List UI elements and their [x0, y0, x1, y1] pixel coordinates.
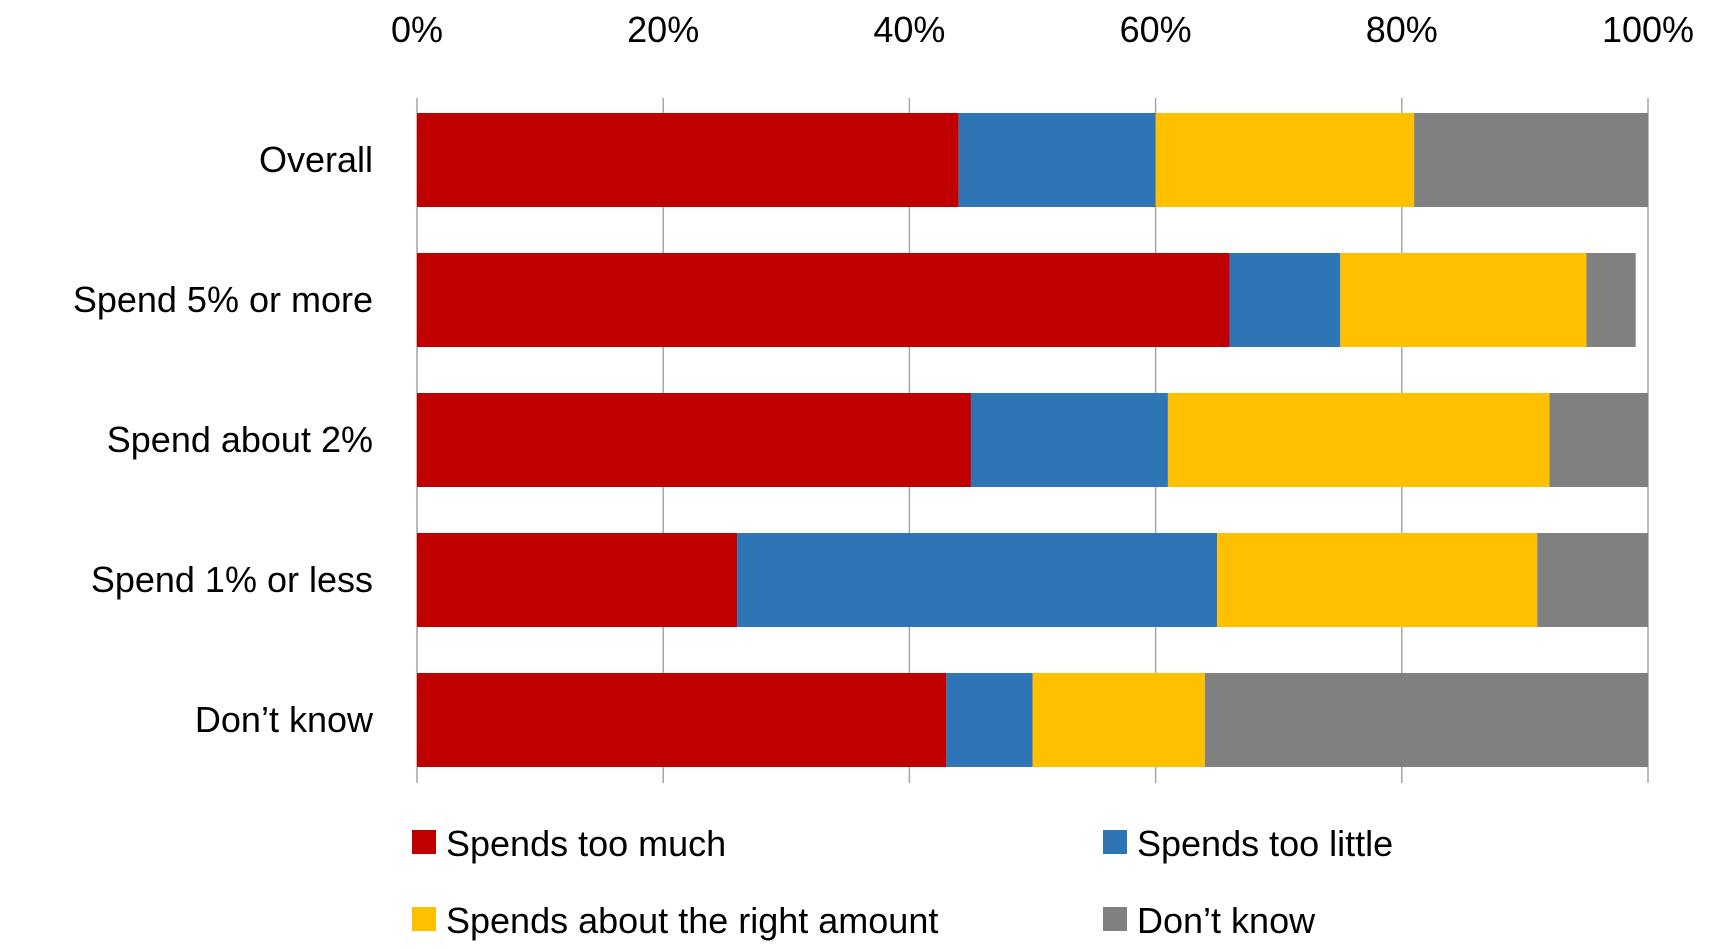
- bar-segment: [1340, 253, 1587, 347]
- bar-segment: [1549, 393, 1648, 487]
- category-label: Spend 5% or more: [73, 279, 373, 320]
- bar-segment: [1155, 113, 1415, 207]
- legend: Spends too much Spends too little Spends a…: [412, 823, 1393, 941]
- bar-segment: [1167, 393, 1550, 487]
- category-label: Spend about 2%: [107, 419, 373, 460]
- bar-segment: [1032, 673, 1205, 767]
- bar-segment: [417, 533, 738, 627]
- bar-segment: [417, 673, 947, 767]
- bar-segment: [1537, 533, 1648, 627]
- legend-label: Spends too little: [1137, 823, 1393, 864]
- category-label: Don’t know: [195, 699, 374, 740]
- bar-segment: [1204, 673, 1648, 767]
- bar-segment: [417, 253, 1230, 347]
- bar-segment: [1217, 533, 1538, 627]
- bar-segment: [737, 533, 1218, 627]
- x-tick-label: 20%: [627, 9, 699, 50]
- legend-swatch: [1103, 830, 1127, 854]
- legend-label: Spends too much: [446, 823, 726, 864]
- category-label: Overall: [259, 139, 373, 180]
- x-tick-label: 80%: [1366, 9, 1438, 50]
- legend-label: Don’t know: [1137, 900, 1316, 941]
- x-tick-label: 40%: [873, 9, 945, 50]
- bar-segment: [1586, 253, 1636, 347]
- legend-swatch: [412, 830, 436, 854]
- x-tick-label: 0%: [391, 9, 443, 50]
- bar-segment: [1414, 113, 1648, 207]
- legend-swatch: [412, 907, 436, 931]
- category-label: Spend 1% or less: [91, 559, 373, 600]
- bar-segment: [970, 393, 1168, 487]
- bar-segment: [958, 113, 1156, 207]
- x-axis-tick-labels: 0% 20% 40% 60% 80% 100%: [391, 9, 1694, 50]
- x-tick-label: 60%: [1120, 9, 1192, 50]
- x-tick-label: 100%: [1602, 9, 1694, 50]
- category-labels: Overall Spend 5% or more Spend about 2% Spe…: [73, 139, 374, 740]
- legend-label: Spends about the right amount: [446, 900, 938, 941]
- bar-segment: [946, 673, 1033, 767]
- bar-segment: [417, 393, 971, 487]
- bar-segments: [417, 113, 1648, 767]
- bar-segment: [417, 113, 959, 207]
- bar-segment: [1229, 253, 1341, 347]
- legend-swatch: [1103, 907, 1127, 931]
